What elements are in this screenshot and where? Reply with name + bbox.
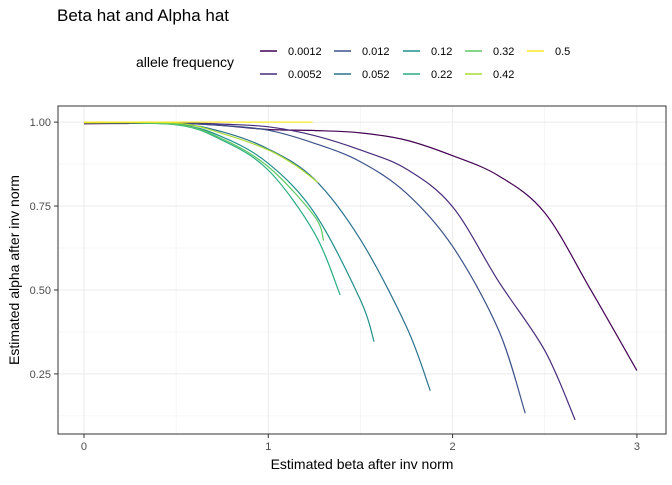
series-line-0_32 <box>83 122 325 241</box>
y-tick-label: 0.75 <box>30 201 51 213</box>
legend-label: 0.5 <box>555 46 570 58</box>
legend-label: 0.052 <box>362 69 390 81</box>
series-lines <box>83 121 638 421</box>
y-axis-label: Estimated alpha after inv norm <box>6 175 22 365</box>
y-tick-label: 1.00 <box>30 117 51 129</box>
chart-title: Beta hat and Alpha hat <box>57 6 229 25</box>
axes: 0 1 2 3 0.25 0.50 0.75 1.00 <box>30 117 640 453</box>
legend: 0.0012 0.0052 0.012 0.052 0.12 0.22 0.32 0.42 0.… <box>260 46 570 81</box>
x-tick-label: 3 <box>634 441 640 453</box>
plot-panel-bg <box>58 106 666 434</box>
legend-label: 0.12 <box>431 46 452 58</box>
series-line-0_052 <box>83 122 431 391</box>
plot-panel-border <box>57 105 667 435</box>
legend-label: 0.22 <box>431 69 452 81</box>
x-tick-label: 0 <box>81 441 87 453</box>
y-tick-label: 0.50 <box>30 285 51 297</box>
series-line-0_012 <box>83 122 526 414</box>
legend-title: allele frequency <box>136 54 234 70</box>
x-axis-label: Estimated beta after inv norm <box>271 456 454 472</box>
legend-label: 0.32 <box>493 46 514 58</box>
legend-label: 0.0052 <box>288 69 322 81</box>
legend-label: 0.0012 <box>288 46 322 58</box>
legend-label: 0.012 <box>362 46 390 58</box>
y-tick-label: 0.25 <box>30 369 51 381</box>
legend-label: 0.42 <box>493 69 514 81</box>
x-tick-label: 1 <box>265 441 271 453</box>
series-line-0_0052 <box>83 122 576 421</box>
x-tick-label: 2 <box>450 441 456 453</box>
